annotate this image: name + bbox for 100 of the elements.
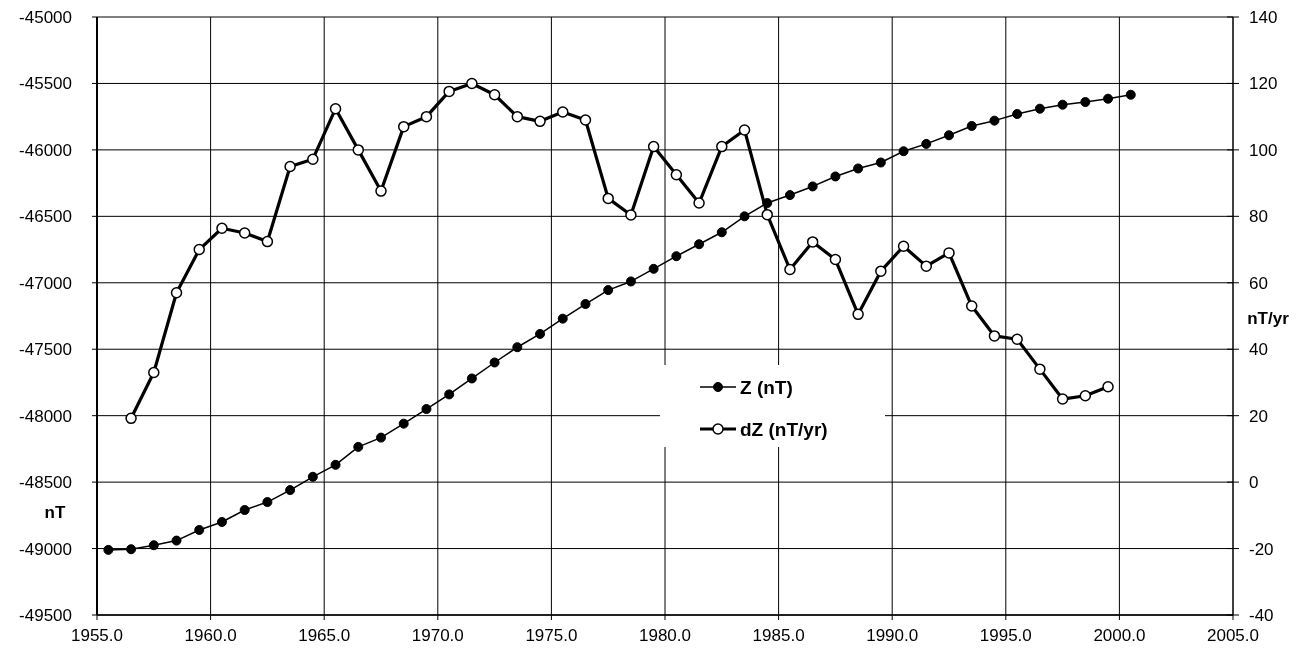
point — [625, 209, 637, 221]
y-tick-label: -48000 — [19, 406, 72, 426]
point — [421, 404, 432, 415]
point — [897, 240, 910, 252]
y2-tick-label: -40 — [1249, 606, 1274, 625]
point — [466, 77, 478, 90]
point — [1057, 99, 1068, 110]
point — [216, 516, 227, 527]
point — [262, 497, 273, 508]
x-tick-label: 1995.0 — [979, 626, 1032, 645]
point — [579, 114, 592, 126]
y2-tick-label: 140 — [1249, 8, 1278, 27]
point — [647, 140, 660, 153]
y2-tick-label: 100 — [1249, 140, 1278, 160]
point — [1103, 93, 1114, 104]
point — [307, 471, 318, 482]
point — [830, 171, 841, 182]
y2-tick-label: 120 — [1249, 74, 1278, 94]
point — [330, 459, 341, 470]
x-tick-label: 1960.0 — [184, 626, 237, 645]
x-tick-label: 1975.0 — [525, 626, 578, 645]
point — [716, 227, 727, 238]
point — [535, 328, 546, 339]
x-tick-label: 1970.0 — [411, 626, 464, 645]
y-tick-label: -49500 — [19, 606, 72, 625]
point — [307, 153, 319, 165]
x-tick-label: 2000.0 — [1093, 626, 1146, 645]
y-axis-title: nT — [44, 503, 66, 522]
y-tick-label: -48500 — [19, 473, 72, 493]
point — [376, 432, 386, 443]
point — [648, 263, 659, 274]
point — [602, 192, 614, 205]
point — [944, 130, 954, 141]
y-tick-label: -47000 — [19, 273, 72, 293]
point — [875, 265, 887, 277]
point — [466, 373, 477, 384]
point — [943, 247, 955, 259]
point — [375, 185, 387, 197]
point — [966, 120, 977, 131]
point — [1079, 389, 1092, 402]
point — [898, 146, 909, 157]
point — [420, 110, 433, 123]
point — [239, 505, 250, 516]
point — [625, 276, 636, 287]
y-tick-label: -49000 — [19, 539, 72, 559]
point — [739, 211, 750, 222]
point — [171, 535, 182, 546]
point — [284, 160, 296, 173]
x-tick-label: 1985.0 — [752, 626, 805, 645]
y2-tick-label: 20 — [1249, 406, 1268, 426]
point — [784, 190, 795, 201]
x-tick-label: 1955.0 — [71, 626, 123, 645]
point — [170, 286, 183, 299]
point — [488, 88, 501, 101]
point — [398, 418, 409, 429]
y2-axis-title: nT/yr — [1247, 309, 1290, 328]
point — [557, 313, 568, 324]
point — [761, 208, 773, 221]
point — [397, 120, 410, 133]
point — [352, 144, 365, 156]
point — [671, 251, 682, 262]
y2-tick-label: 0 — [1249, 473, 1259, 493]
point — [603, 285, 614, 296]
point — [534, 115, 546, 128]
point — [216, 222, 228, 235]
point — [1012, 109, 1023, 120]
point — [716, 140, 728, 153]
point — [194, 524, 205, 535]
x-tick-label: 2005.0 — [1207, 626, 1259, 645]
point — [738, 124, 751, 136]
point — [1080, 97, 1091, 108]
legend-label: Z (nT) — [740, 377, 793, 398]
point — [694, 239, 705, 250]
x-tick-label: 1980.0 — [639, 626, 691, 645]
point — [806, 236, 819, 248]
point — [1102, 381, 1114, 393]
y-tick-label: -45500 — [19, 74, 72, 94]
point — [989, 115, 1000, 126]
point — [1034, 363, 1046, 375]
point — [807, 181, 818, 192]
point — [853, 163, 864, 174]
point — [670, 169, 683, 181]
point — [443, 85, 455, 98]
y2-tick-label: 40 — [1249, 340, 1268, 360]
point — [285, 485, 296, 496]
x-tick-label: 1965.0 — [298, 626, 351, 645]
point — [1125, 89, 1136, 100]
point — [353, 441, 364, 452]
point — [261, 235, 274, 248]
point — [444, 389, 455, 400]
point — [580, 299, 591, 310]
x-tick-label: 1990.0 — [866, 626, 919, 645]
point — [852, 308, 864, 321]
y-tick-label: -46500 — [19, 207, 72, 227]
point — [489, 357, 500, 368]
point — [125, 412, 137, 425]
point — [965, 300, 978, 312]
y2-tick-label: 80 — [1249, 207, 1268, 227]
point — [329, 102, 342, 115]
point — [193, 243, 205, 256]
